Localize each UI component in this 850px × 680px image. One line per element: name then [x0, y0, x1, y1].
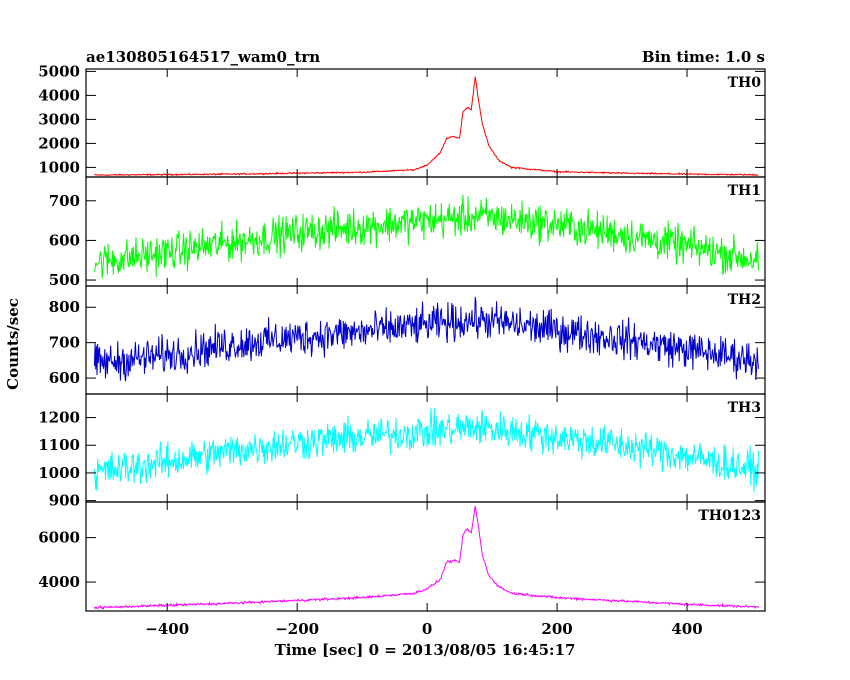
y-tick-label: 5000	[38, 62, 80, 80]
y-tick-label: 700	[49, 334, 80, 352]
y-tick-label: 600	[49, 231, 80, 249]
y-tick-label: 3000	[38, 110, 80, 128]
y-tick-label: 500	[49, 271, 80, 289]
panel-frame	[85, 393, 766, 503]
y-axis-label: Counts/sec	[4, 298, 22, 390]
y-tick-label: 2000	[38, 134, 80, 152]
series-line-th0	[94, 76, 759, 177]
panel-label: TH1	[728, 183, 761, 199]
panel-label: TH2	[728, 292, 761, 308]
bin-time-label: Bin time: 1.0 s	[642, 48, 765, 66]
y-tick-label: 1000	[38, 464, 80, 482]
panel-label: TH0123	[698, 508, 761, 524]
x-tick-label: −200	[275, 620, 319, 638]
series-line-th3	[93, 407, 759, 493]
panels-group: 10002000300040005000TH0500600700TH160070…	[38, 62, 766, 638]
x-tick-label: 0	[422, 620, 432, 638]
panel-th3: 900 1000 1100 1200 TH3	[38, 393, 766, 510]
y-tick-label: 700	[49, 192, 80, 210]
y-tick-label: 900	[49, 492, 80, 510]
y-tick-label: 4000	[38, 86, 80, 104]
panel-th1: 500 600 700 TH1	[49, 176, 766, 289]
panel-th0: 1000 2000 3000 4000 5000 TH0	[38, 62, 766, 178]
y-tick-label: 4000	[38, 573, 80, 591]
y-tick-label: 6000	[38, 529, 80, 547]
panel-label: TH3	[728, 400, 761, 416]
panel-th0123: 4000 6000 TH0123	[38, 501, 766, 612]
series-line-th1	[93, 194, 759, 279]
x-axis-label: Time [sec] 0 = 2013/08/05 16:45:17	[275, 641, 576, 659]
y-tick-label: 1100	[38, 436, 80, 454]
panel-th2: 600 700 800 TH2	[49, 285, 766, 395]
y-tick-label: 800	[49, 298, 80, 316]
x-tick-label: −400	[145, 620, 189, 638]
x-tick-label: 400	[671, 620, 702, 638]
plot-title: ae130805164517_wam0_trn	[86, 48, 320, 66]
series-line-th0123	[93, 506, 759, 610]
panel-frame	[85, 68, 766, 178]
x-tick-label: 200	[541, 620, 572, 638]
y-tick-label: 1000	[38, 158, 80, 176]
panel-frame	[85, 501, 766, 612]
y-tick-label: 1200	[38, 409, 80, 427]
y-tick-label: 600	[49, 369, 80, 387]
panel-label: TH0	[728, 75, 762, 91]
series-line-th2	[93, 296, 759, 382]
